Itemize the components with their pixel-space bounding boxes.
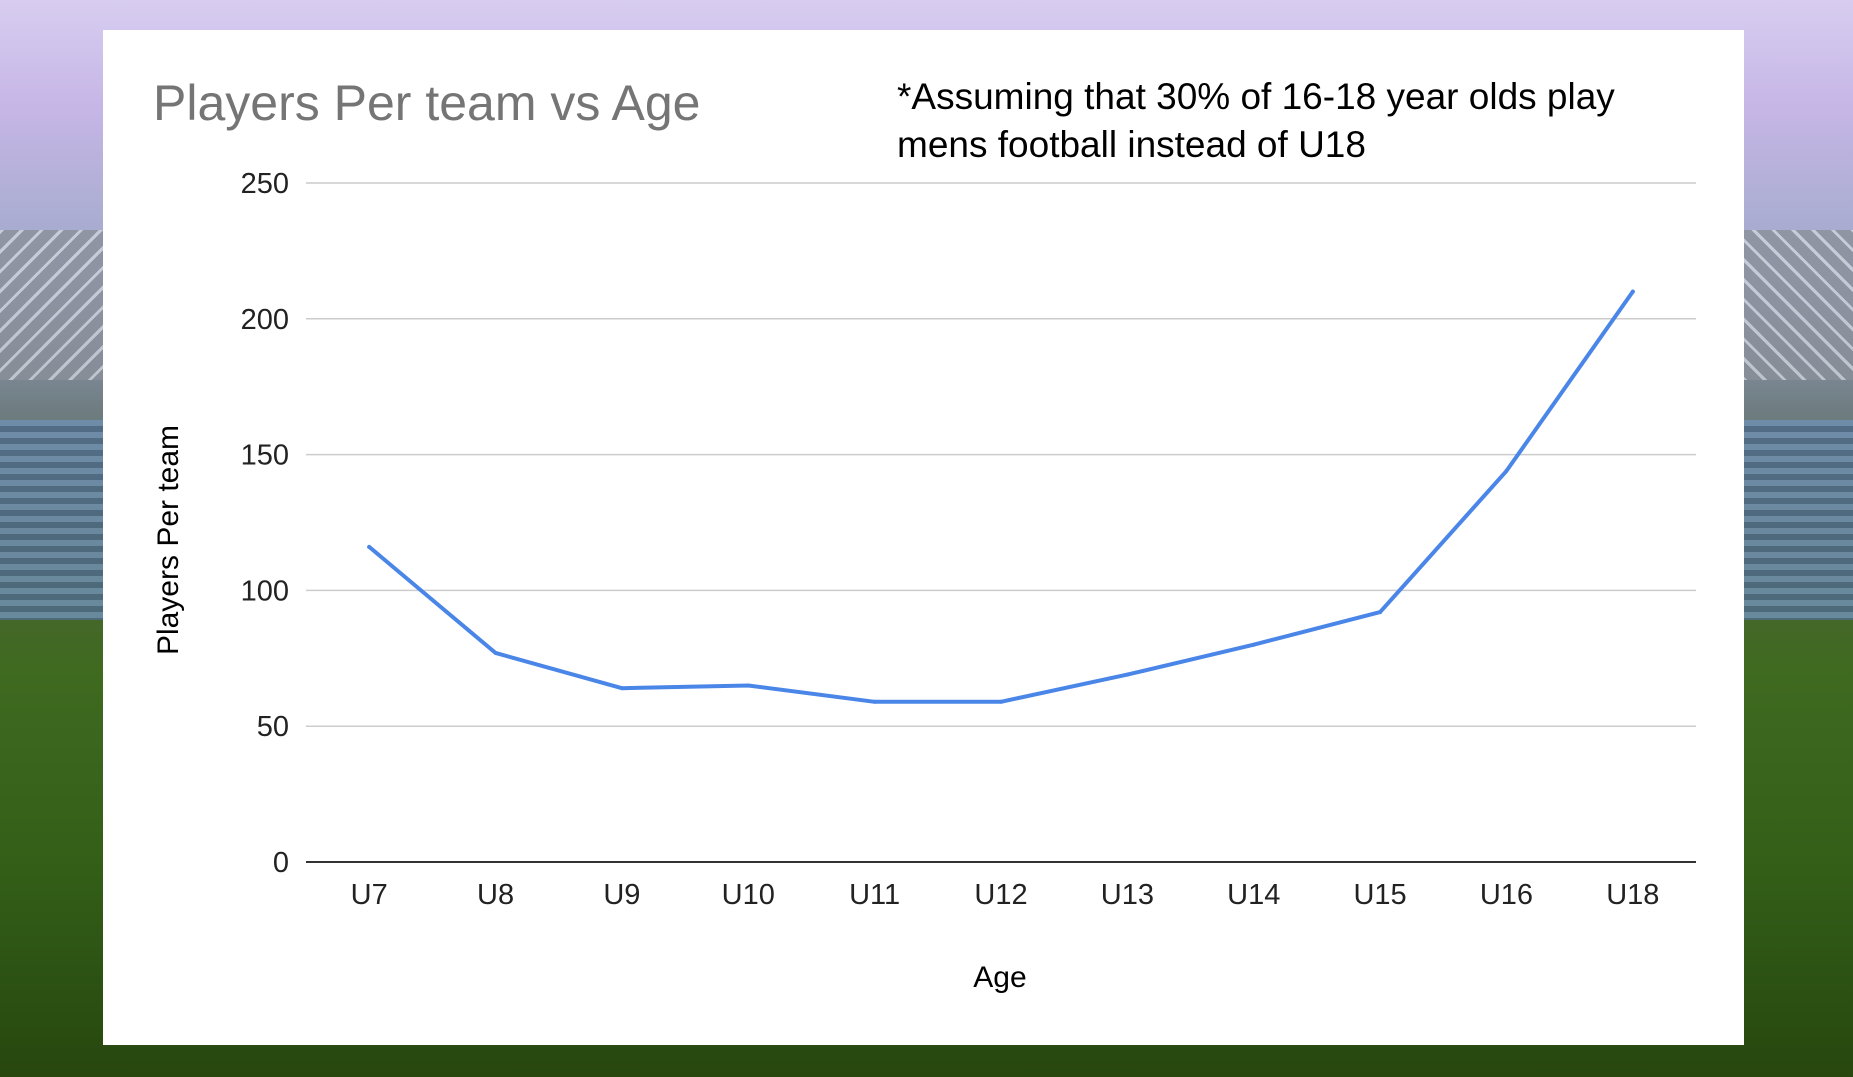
x-tick-label: U18 — [1606, 879, 1659, 911]
stadium-stands-right — [1743, 420, 1853, 620]
stadium-stands-left — [0, 420, 110, 620]
x-tick-label: U8 — [477, 879, 514, 911]
x-tick-label: U13 — [1101, 879, 1154, 911]
data-point — [619, 686, 624, 691]
y-tick-label: 0 — [273, 847, 289, 879]
line-chart: Players Per team vs Age *Assuming that 3… — [152, 75, 1696, 994]
y-tick-label: 50 — [257, 711, 289, 743]
y-tick-label: 250 — [241, 168, 289, 200]
x-tick-label: U16 — [1480, 879, 1533, 911]
stadium-roof-right — [1743, 230, 1853, 380]
chart-title: Players Per team vs Age — [153, 75, 700, 131]
data-point — [1125, 672, 1130, 677]
x-tick-label: U12 — [974, 879, 1027, 911]
x-tick-label: U15 — [1353, 879, 1406, 911]
series-layer — [367, 289, 1635, 704]
data-point — [1504, 468, 1509, 473]
y-tick-label: 200 — [241, 304, 289, 336]
data-point — [872, 699, 877, 704]
annotation-line-2: mens football instead of U18 — [897, 124, 1366, 165]
x-tick-label: U9 — [603, 879, 640, 911]
data-point — [1251, 642, 1256, 647]
data-point — [1378, 610, 1383, 615]
x-tick-label: U7 — [351, 879, 388, 911]
stadium-roof-left — [0, 230, 110, 380]
data-point — [746, 683, 751, 688]
y-axis-title: Players Per team — [152, 425, 185, 655]
x-tick-label: U11 — [849, 879, 900, 911]
series-line — [367, 289, 1635, 704]
y-tick-label: 150 — [241, 440, 289, 472]
gridlines — [306, 182, 1696, 863]
x-tick-label: U10 — [722, 879, 775, 911]
y-axis-ticks: 0 50 100 150 200 250 — [241, 168, 289, 879]
chart-panel: Players Per team vs Age *Assuming that 3… — [103, 30, 1744, 1045]
x-axis-title: Age — [973, 961, 1026, 994]
data-point — [999, 699, 1003, 704]
data-point — [367, 544, 372, 549]
x-tick-label: U14 — [1227, 879, 1280, 911]
x-axis-ticks: U7 U8 U9 U10 U11 U12 U13 U14 U15 U16 U18 — [351, 879, 1660, 911]
data-point — [493, 650, 498, 655]
data-point — [1630, 289, 1635, 294]
annotation-line-1: *Assuming that 30% of 16-18 year olds pl… — [897, 76, 1615, 117]
y-tick-label: 100 — [241, 575, 289, 607]
